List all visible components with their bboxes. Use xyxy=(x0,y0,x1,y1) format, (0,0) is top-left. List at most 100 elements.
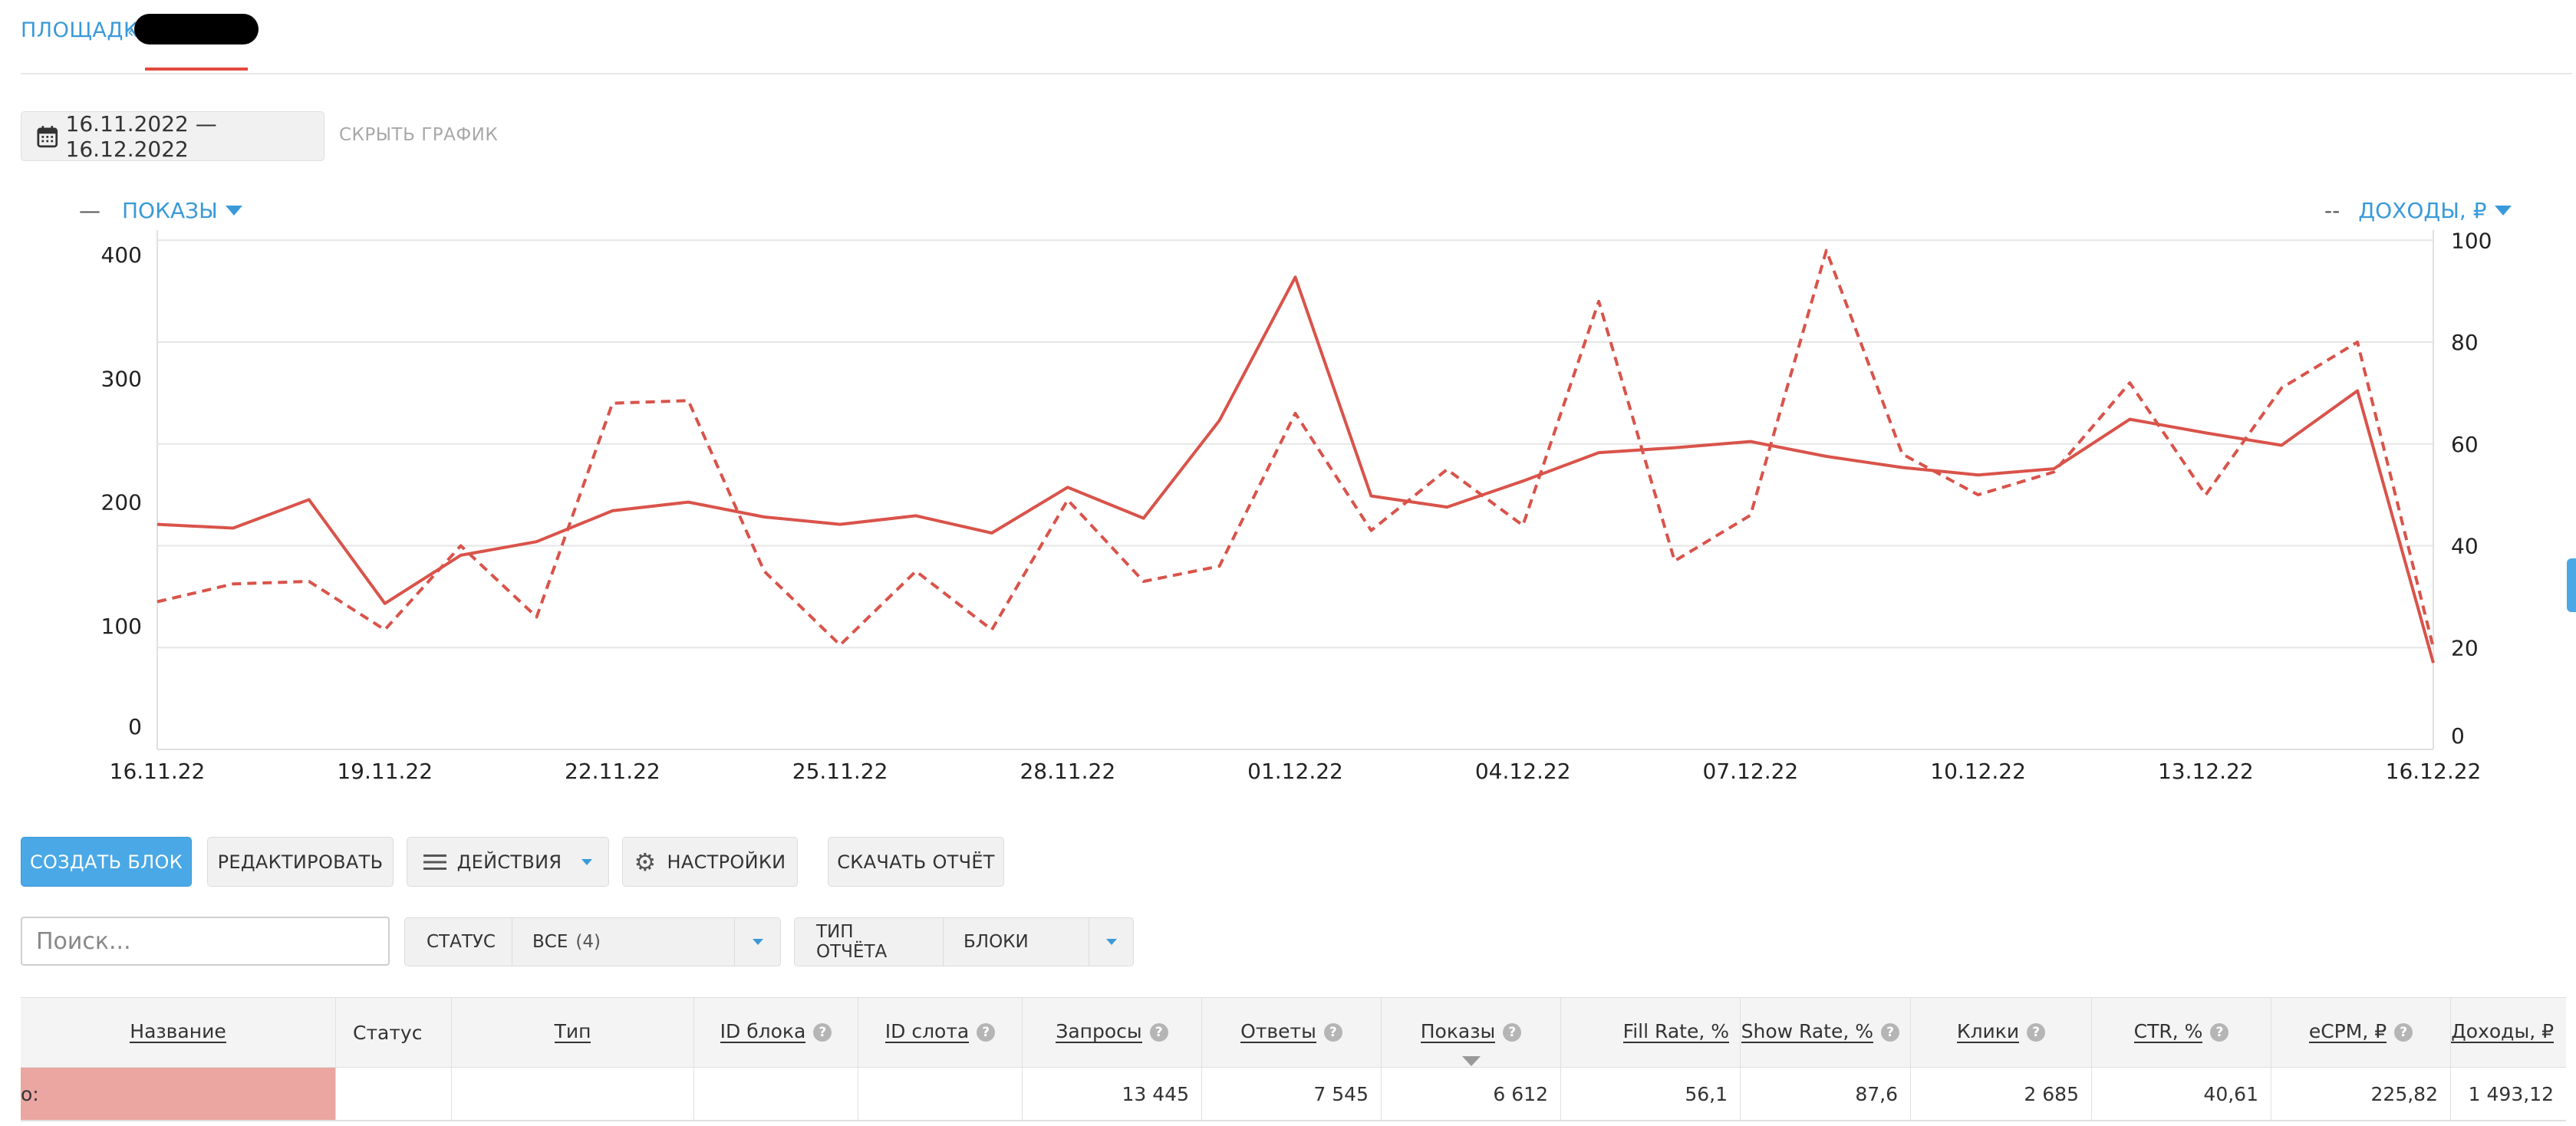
calendar-icon xyxy=(37,125,58,147)
x-tick-label: 16.11.22 xyxy=(110,759,206,784)
create-block-button[interactable]: СОЗДАТЬ БЛОК xyxy=(21,837,192,887)
y-left-tick-label: 0 xyxy=(128,714,142,739)
total-cell-revenue: 1 493,12 xyxy=(2468,1082,2554,1105)
total-cell-type xyxy=(452,1068,694,1120)
column-header-impressions[interactable]: Показы? xyxy=(1382,998,1561,1067)
chevron-down-icon xyxy=(581,858,593,865)
column-header-label: ID слота xyxy=(884,1020,970,1043)
column-header-slot-id[interactable]: ID слота? xyxy=(858,998,1023,1067)
help-icon[interactable]: ? xyxy=(1881,1023,1899,1042)
help-icon[interactable]: ? xyxy=(1503,1023,1522,1042)
report-type-filter[interactable]: ТИП ОТЧЁТА БЛОКИ xyxy=(794,917,1134,966)
settings-button[interactable]: ⚙ НАСТРОЙКИ xyxy=(622,837,798,887)
help-icon[interactable]: ? xyxy=(977,1023,996,1042)
legend-right-label: ДОХОДЫ, ₽ xyxy=(2358,198,2487,223)
chevron-down-icon xyxy=(752,939,763,945)
download-report-label: СКАЧАТЬ ОТЧЁТ xyxy=(837,851,995,873)
actions-label: ДЕЙСТВИЯ xyxy=(456,851,562,873)
create-block-label: СОЗДАТЬ БЛОК xyxy=(30,851,183,873)
legend-dashed-swatch: -- xyxy=(2324,198,2340,223)
y-right-tick-label: 80 xyxy=(2451,330,2479,355)
sort-desc-icon[interactable] xyxy=(1462,1056,1481,1066)
status-filter-value[interactable]: ВСЕ (4) xyxy=(512,918,735,966)
total-cell-ecpm: 225,82 xyxy=(2271,1068,2451,1120)
breadcrumb-sites[interactable]: ПЛОЩАДКИ xyxy=(21,18,155,42)
x-tick-label: 16.12.22 xyxy=(2386,759,2482,784)
y-right-tick-label: 0 xyxy=(2451,723,2465,749)
total-cell-ctr: 40,61 xyxy=(2092,1068,2271,1120)
column-header-responses[interactable]: Ответы? xyxy=(1202,998,1382,1067)
help-icon[interactable]: ? xyxy=(2210,1023,2229,1042)
hide-chart-link[interactable]: СКРЫТЬ ГРАФИК xyxy=(339,125,499,145)
column-header-show-rate[interactable]: Show Rate, %? xyxy=(1741,998,1911,1067)
status-count: (4) xyxy=(575,932,601,952)
settings-label: НАСТРОЙКИ xyxy=(667,851,786,873)
column-header-ctr[interactable]: CTR, %? xyxy=(2092,998,2271,1067)
y-left-tick-label: 200 xyxy=(101,490,142,515)
help-icon[interactable]: ? xyxy=(1323,1023,1342,1042)
gear-icon: ⚙ xyxy=(634,847,657,877)
total-cell-show-rate: 87,6 xyxy=(1741,1068,1911,1120)
column-header-label: Статус xyxy=(353,1021,423,1044)
status-value: ВСЕ xyxy=(532,932,568,952)
status-dropdown-toggle[interactable] xyxy=(735,918,780,966)
column-header-label: Show Rate, % xyxy=(1741,1020,1873,1043)
column-header-label: Название xyxy=(130,1020,226,1043)
total-cell-fill-rate: 56,1 xyxy=(1561,1068,1741,1120)
column-header-label: Тип xyxy=(554,1020,591,1043)
legend-solid-swatch: — xyxy=(79,198,100,223)
header-divider xyxy=(21,73,2572,74)
column-header-name[interactable]: Название xyxy=(21,998,336,1067)
column-header-label: Ответы xyxy=(1240,1020,1316,1043)
table-header: Название Статус Тип ID блока? ID слота? Запро… xyxy=(21,997,2566,1068)
report-type-value[interactable]: БЛОКИ xyxy=(944,918,1089,966)
report-type-dropdown-toggle[interactable] xyxy=(1089,918,1133,966)
date-range-label: 16.11.2022 — 16.12.2022 xyxy=(65,110,217,162)
column-header-requests[interactable]: Запросы? xyxy=(1023,998,1202,1067)
total-cell-clicks: 2 685 xyxy=(1911,1068,2092,1120)
total-cell-block-id xyxy=(694,1068,858,1120)
column-header-revenue[interactable]: Доходы, ₽ xyxy=(2451,998,2566,1067)
legend-right-metric-selector[interactable]: -- ДОХОДЫ, ₽ xyxy=(2324,198,2512,223)
column-header-label: Fill Rate, % xyxy=(1622,1020,1729,1043)
column-header-clicks[interactable]: Клики? xyxy=(1911,998,2092,1067)
x-tick-label: 07.12.22 xyxy=(1703,759,1799,784)
edit-label: РЕДАКТИРОВАТЬ xyxy=(217,851,384,873)
download-report-button[interactable]: СКАЧАТЬ ОТЧЁТ xyxy=(828,837,1004,887)
status-filter[interactable]: СТАТУС ВСЕ (4) xyxy=(404,917,781,966)
column-header-ecpm[interactable]: eCPM, ₽? xyxy=(2271,998,2451,1067)
column-header-label: Клики xyxy=(1956,1020,2020,1043)
menu-icon xyxy=(423,854,446,870)
help-icon[interactable]: ? xyxy=(1149,1023,1168,1042)
y-left-tick-label: 300 xyxy=(101,366,142,391)
column-header-type[interactable]: Тип xyxy=(452,998,694,1067)
legend-left-metric-selector[interactable]: — ПОКАЗЫ xyxy=(79,198,242,223)
status-filter-label: СТАТУС xyxy=(405,918,512,966)
total-cell-status xyxy=(336,1068,452,1120)
x-tick-label: 28.11.22 xyxy=(1020,759,1115,784)
help-icon[interactable]: ? xyxy=(813,1023,832,1042)
help-icon[interactable]: ? xyxy=(2394,1023,2413,1042)
report-type-label: ТИП ОТЧЁТА xyxy=(795,918,944,966)
total-row-label: о: xyxy=(21,1068,336,1120)
x-tick-label: 19.11.22 xyxy=(337,759,433,784)
column-header-label: Запросы xyxy=(1056,1020,1142,1043)
help-icon[interactable]: ? xyxy=(2027,1023,2046,1042)
search-input[interactable] xyxy=(21,917,390,966)
column-header-block-id[interactable]: ID блока? xyxy=(694,998,858,1067)
edit-button[interactable]: РЕДАКТИРОВАТЬ xyxy=(207,837,394,887)
breadcrumb-separator: ‹ xyxy=(127,23,134,42)
redacted-site-name xyxy=(134,14,259,44)
x-tick-label: 25.11.22 xyxy=(792,759,888,784)
active-tab-underline xyxy=(145,67,248,71)
column-header-status[interactable]: Статус xyxy=(336,998,452,1067)
x-tick-label: 22.11.22 xyxy=(565,759,660,784)
column-header-label: Показы xyxy=(1420,1020,1496,1043)
chevron-down-icon xyxy=(2494,206,2512,216)
total-cell-impressions: 6 612 xyxy=(1382,1068,1561,1120)
date-range-picker[interactable]: 16.11.2022 — 16.12.2022 xyxy=(21,110,324,162)
total-cell-slot-id xyxy=(858,1068,1023,1120)
side-feedback-tab[interactable] xyxy=(2567,558,2576,612)
column-header-fill-rate[interactable]: Fill Rate, % xyxy=(1561,998,1741,1067)
actions-dropdown[interactable]: ДЕЙСТВИЯ xyxy=(407,837,609,887)
